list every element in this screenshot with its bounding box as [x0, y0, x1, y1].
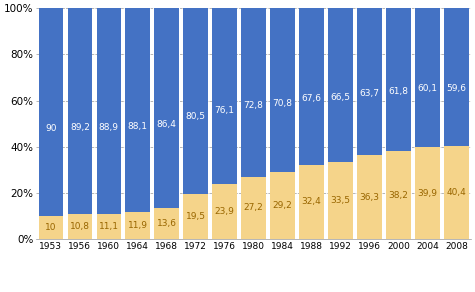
Text: 89,2: 89,2: [70, 123, 90, 132]
Text: 38,2: 38,2: [389, 191, 408, 200]
Bar: [241, 177, 266, 239]
Text: 86,4: 86,4: [157, 119, 177, 128]
Bar: [183, 194, 208, 239]
Bar: [241, 8, 266, 177]
Bar: [299, 164, 324, 239]
Bar: [386, 8, 411, 151]
Text: 27,2: 27,2: [244, 204, 264, 213]
Text: 36,3: 36,3: [360, 193, 380, 202]
Bar: [125, 8, 150, 212]
Bar: [67, 214, 92, 239]
Bar: [357, 8, 382, 155]
Bar: [415, 147, 440, 239]
Text: 40,4: 40,4: [446, 188, 466, 197]
Bar: [96, 214, 121, 239]
Text: 66,5: 66,5: [331, 93, 351, 102]
Text: 80,5: 80,5: [186, 112, 206, 121]
Text: 67,6: 67,6: [302, 94, 322, 103]
Text: 90: 90: [45, 124, 57, 133]
Bar: [154, 208, 179, 239]
Text: 76,1: 76,1: [215, 106, 235, 115]
Text: 63,7: 63,7: [360, 89, 380, 98]
Bar: [154, 8, 179, 208]
Text: 88,9: 88,9: [99, 123, 119, 132]
Bar: [38, 8, 63, 216]
Bar: [183, 8, 208, 194]
Text: 11,1: 11,1: [99, 222, 119, 231]
Text: 13,6: 13,6: [157, 219, 177, 228]
Text: 88,1: 88,1: [128, 122, 148, 131]
Bar: [212, 184, 237, 239]
Bar: [444, 146, 469, 239]
Text: 70,8: 70,8: [273, 99, 293, 108]
Bar: [386, 151, 411, 239]
Bar: [444, 8, 469, 146]
Text: 10: 10: [45, 223, 57, 232]
Bar: [328, 8, 353, 162]
Bar: [270, 8, 295, 172]
Text: 39,9: 39,9: [418, 189, 437, 198]
Bar: [212, 8, 237, 184]
Bar: [270, 172, 295, 239]
Text: 32,4: 32,4: [302, 197, 322, 206]
Text: 33,5: 33,5: [331, 196, 351, 205]
Text: 10,8: 10,8: [70, 223, 90, 232]
Text: 61,8: 61,8: [389, 86, 408, 95]
Bar: [96, 8, 121, 214]
Bar: [328, 162, 353, 239]
Text: 11,9: 11,9: [128, 221, 148, 230]
Text: 60,1: 60,1: [418, 84, 437, 93]
Text: 23,9: 23,9: [215, 207, 235, 216]
Bar: [299, 8, 324, 164]
Text: 19,5: 19,5: [186, 212, 206, 221]
Text: 72,8: 72,8: [244, 101, 264, 110]
Bar: [67, 8, 92, 214]
Bar: [125, 212, 150, 239]
Bar: [38, 216, 63, 239]
Bar: [357, 155, 382, 239]
Text: 59,6: 59,6: [446, 84, 466, 93]
Bar: [415, 8, 440, 147]
Text: 29,2: 29,2: [273, 201, 293, 210]
